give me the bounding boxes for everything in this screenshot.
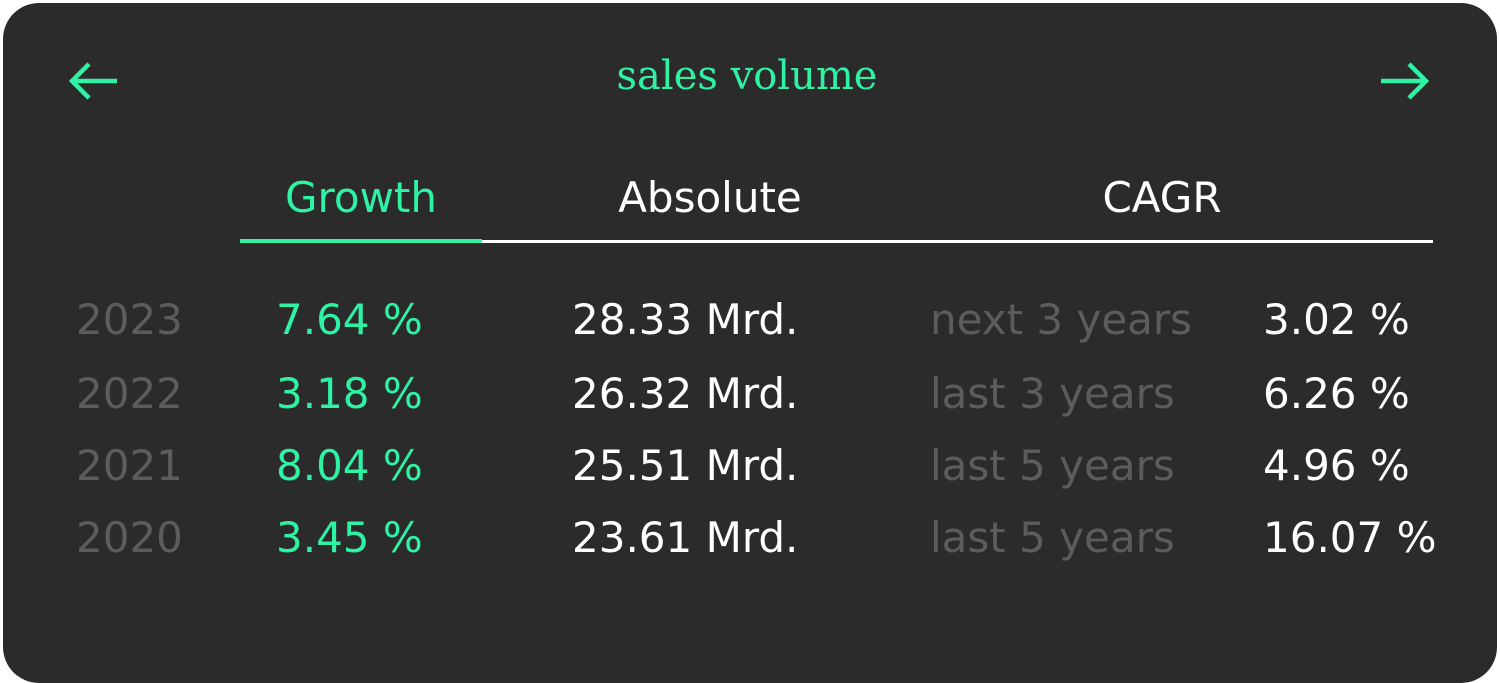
absolute-cell: 25.51 Mrd.	[572, 441, 799, 490]
cagr-value-cell: 6.26 %	[1263, 369, 1410, 418]
prev-button[interactable]	[67, 59, 119, 103]
cagr-value-cell: 3.02 %	[1263, 295, 1410, 344]
next-button[interactable]	[1379, 59, 1431, 103]
year-cell: 2022	[76, 369, 183, 418]
cagr-label-cell: next 3 years	[930, 295, 1193, 344]
cagr-label-cell: last 5 years	[930, 513, 1175, 562]
year-cell: 2023	[76, 295, 183, 344]
absolute-cell: 23.61 Mrd.	[572, 513, 799, 562]
tab-divider	[240, 240, 1433, 243]
absolute-cell: 28.33 Mrd.	[572, 295, 799, 344]
page-title: sales volume	[616, 53, 878, 99]
growth-cell: 8.04 %	[276, 441, 423, 490]
cagr-label-cell: last 5 years	[930, 441, 1175, 490]
active-tab-indicator	[240, 239, 482, 243]
absolute-cell: 26.32 Mrd.	[572, 369, 799, 418]
growth-cell: 3.18 %	[276, 369, 423, 418]
year-cell: 2020	[76, 513, 183, 562]
cagr-label-cell: last 3 years	[930, 369, 1175, 418]
year-cell: 2021	[76, 441, 183, 490]
cagr-value-cell: 4.96 %	[1263, 441, 1410, 490]
sales-volume-card: sales volume Growth Absolute CAGR 2023 7.…	[3, 3, 1497, 683]
arrow-left-icon	[68, 62, 117, 100]
tab-absolute[interactable]: Absolute	[618, 173, 802, 222]
growth-cell: 7.64 %	[276, 295, 423, 344]
growth-cell: 3.45 %	[276, 513, 423, 562]
tab-cagr[interactable]: CAGR	[1102, 173, 1222, 222]
arrow-right-icon	[1381, 62, 1430, 100]
cagr-value-cell: 16.07 %	[1263, 513, 1437, 562]
tab-growth[interactable]: Growth	[284, 173, 438, 222]
